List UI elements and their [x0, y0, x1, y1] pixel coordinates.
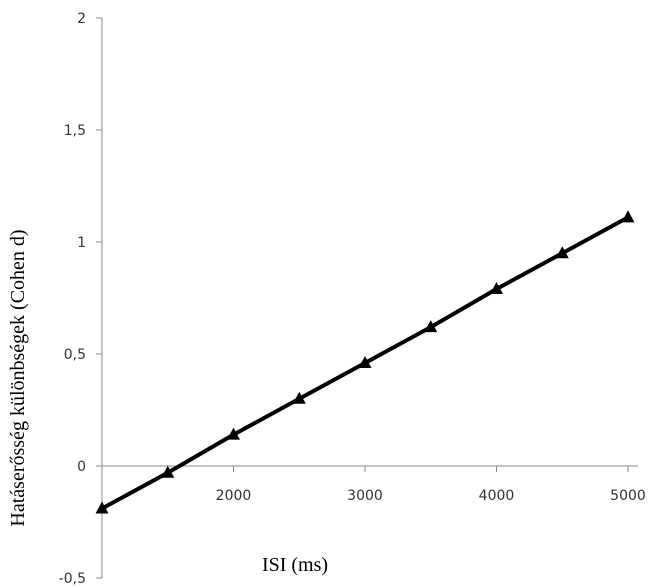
data-point-marker [424, 320, 438, 333]
data-point-marker [555, 246, 569, 259]
data-point-marker [621, 210, 635, 223]
y-axis-title: Hatáserősség különbségek (Cohen d) [7, 229, 29, 526]
axes [101, 18, 638, 578]
x-axis-title: ISI (ms) [262, 554, 328, 576]
x-tick-label: 5000 [610, 488, 646, 504]
series [95, 210, 635, 514]
y-tick-label: 0 [77, 459, 86, 475]
data-point-marker [227, 427, 240, 440]
data-point-marker [490, 282, 503, 295]
y-tick-label: 1 [77, 235, 86, 251]
x-tick-label: 4000 [479, 488, 515, 504]
y-tick-label: 0,5 [64, 347, 86, 363]
x-tick-label: 3000 [347, 488, 383, 504]
y-tick-label: -0,5 [59, 571, 86, 587]
data-point-marker [95, 501, 109, 514]
data-point-marker [292, 391, 306, 404]
data-point-marker [161, 465, 175, 478]
x-tick-label: 2000 [216, 488, 252, 504]
data-point-marker [358, 355, 372, 368]
y-tick-label: 2 [77, 11, 86, 27]
ticks: 2 1,5 1 0,5 0 -0,5 2000 3000 4000 5000 [59, 11, 646, 587]
y-tick-label: 1,5 [64, 123, 86, 139]
